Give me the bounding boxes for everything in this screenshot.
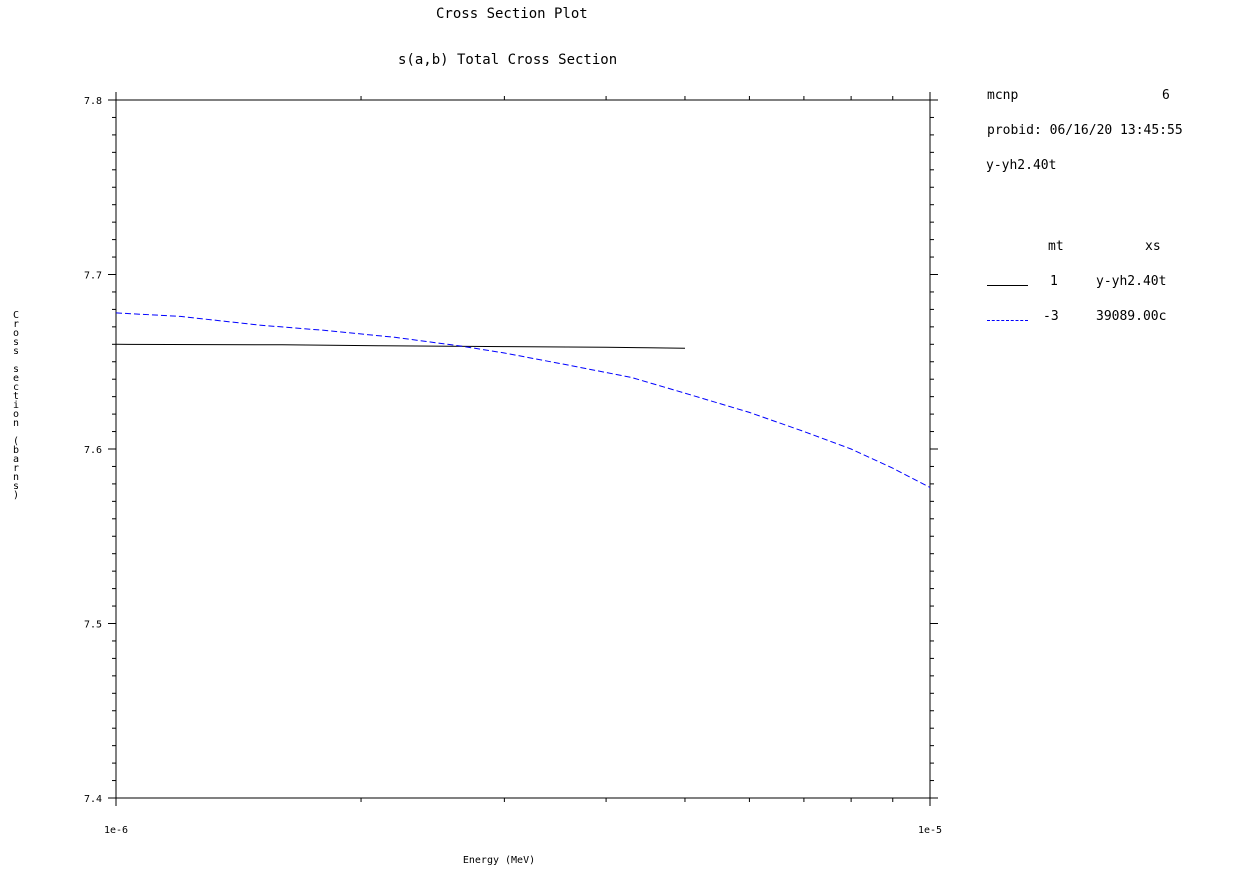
legend-mt-1: 1 — [1050, 274, 1058, 289]
legend-swatch-series-1 — [987, 285, 1028, 286]
axis-tick-labels: 7.4 7.5 7.6 7.7 7.8 1e-6 1e-5 — [84, 96, 942, 836]
legend-swatch-series-2 — [987, 320, 1028, 321]
chart-subtitle: s(a,b) Total Cross Section — [398, 52, 618, 68]
table-id: y-yh2.40t — [986, 158, 1057, 173]
series-line-1 — [115, 343, 686, 349]
legend-xs-2: 39089.00c — [1096, 309, 1167, 324]
y-tick-label: 7.5 — [84, 620, 102, 631]
probid-text: probid: 06/16/20 13:45:55 — [987, 123, 1183, 138]
legend-mt-2: -3 — [1043, 309, 1059, 324]
chart-title: Cross Section Plot — [436, 6, 588, 22]
series-layer — [115, 312, 931, 488]
x-tick-label: 1e-6 — [104, 825, 128, 836]
series-line-2 — [115, 312, 931, 488]
y-tick-label: 7.4 — [84, 794, 102, 805]
x-axis-label: Energy (MeV) — [463, 855, 535, 866]
y-tick-label: 7.8 — [84, 96, 102, 107]
y-tick-label: 7.6 — [84, 445, 102, 456]
x-tick-label: 1e-5 — [918, 825, 942, 836]
legend-header-xs: xs — [1145, 239, 1161, 254]
legend-xs-1: y-yh2.40t — [1096, 274, 1167, 289]
y-tick-label: 7.7 — [84, 271, 102, 282]
legend-header-mt: mt — [1048, 239, 1064, 254]
plot-frame — [115, 99, 931, 799]
code-label: mcnp — [987, 88, 1019, 103]
axis-ticks — [108, 92, 938, 806]
code-version: 6 — [1162, 88, 1170, 103]
